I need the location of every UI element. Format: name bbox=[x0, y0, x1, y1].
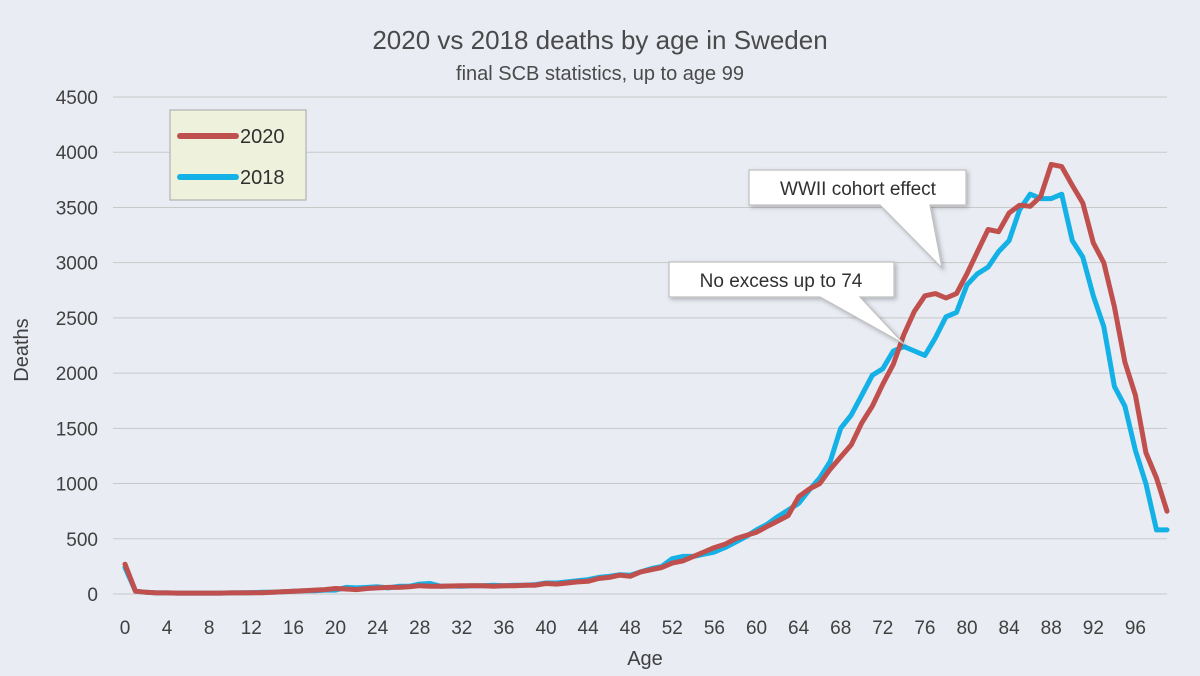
callout-no-excess-box bbox=[668, 261, 905, 345]
y-axis-ticks: 0 500 1000 1500 2000 2500 3000 3500 4000 4500 bbox=[56, 88, 98, 606]
y-tick-label: 1500 bbox=[56, 419, 98, 440]
x-tick-label: 40 bbox=[535, 618, 556, 639]
legend-box bbox=[169, 109, 307, 201]
y-tick-label: 1000 bbox=[56, 475, 98, 496]
callout-no-excess: No excess up to 74 bbox=[668, 261, 905, 345]
x-tick-label: 44 bbox=[578, 618, 600, 639]
x-axis-ticks: 0 4 8 12 16 20 24 28 32 36 40 44 48 52 56 60 64 68 72 76 80 8… bbox=[120, 618, 1146, 639]
chart-title: 2020 vs 2018 deaths by age in Sweden bbox=[372, 25, 827, 55]
x-tick-label: 60 bbox=[746, 618, 767, 639]
y-tick-label: 4500 bbox=[56, 88, 98, 109]
callout-no-excess-text: No excess up to 74 bbox=[700, 271, 863, 292]
x-tick-label: 88 bbox=[1041, 618, 1062, 639]
gridlines bbox=[113, 96, 1167, 595]
chart-subtitle: final SCB statistics, up to age 99 bbox=[456, 63, 744, 85]
y-tick-label: 0 bbox=[87, 585, 98, 606]
y-tick-label: 4000 bbox=[56, 143, 98, 164]
y-tick-label: 2500 bbox=[56, 309, 98, 330]
x-tick-label: 24 bbox=[367, 618, 389, 639]
x-tick-label: 92 bbox=[1083, 618, 1104, 639]
x-tick-label: 56 bbox=[704, 618, 725, 639]
callout-wwii-box bbox=[748, 169, 967, 270]
callout-wwii: WWII cohort effect bbox=[748, 169, 967, 270]
y-tick-label: 500 bbox=[66, 530, 98, 551]
series-line-2020 bbox=[122, 161, 1170, 596]
x-tick-label: 16 bbox=[283, 618, 304, 639]
x-tick-label: 96 bbox=[1125, 618, 1146, 639]
x-tick-label: 84 bbox=[999, 618, 1021, 639]
x-tick-label: 76 bbox=[914, 618, 935, 639]
x-tick-label: 20 bbox=[325, 618, 346, 639]
x-tick-label: 0 bbox=[120, 618, 131, 639]
x-tick-label: 64 bbox=[788, 618, 810, 639]
x-tick-label: 80 bbox=[956, 618, 977, 639]
x-tick-label: 8 bbox=[204, 618, 215, 639]
callout-wwii-text: WWII cohort effect bbox=[780, 179, 937, 200]
x-tick-label: 48 bbox=[620, 618, 641, 639]
x-axis-label: Age bbox=[627, 648, 663, 670]
y-tick-label: 3000 bbox=[56, 254, 98, 275]
legend: 2020 2018 bbox=[169, 109, 307, 201]
x-tick-label: 4 bbox=[162, 618, 173, 639]
x-tick-label: 68 bbox=[830, 618, 851, 639]
x-tick-label: 28 bbox=[409, 618, 430, 639]
legend-label-2020: 2020 bbox=[240, 126, 285, 148]
y-axis-label: Deaths bbox=[11, 318, 33, 381]
x-tick-label: 72 bbox=[872, 618, 893, 639]
y-tick-label: 2000 bbox=[56, 364, 98, 385]
x-tick-label: 52 bbox=[662, 618, 683, 639]
y-tick-label: 3500 bbox=[56, 198, 98, 219]
series-lines bbox=[122, 161, 1170, 596]
x-tick-label: 12 bbox=[241, 618, 262, 639]
legend-label-2018: 2018 bbox=[240, 167, 285, 189]
x-tick-label: 32 bbox=[451, 618, 472, 639]
x-tick-label: 36 bbox=[493, 618, 514, 639]
